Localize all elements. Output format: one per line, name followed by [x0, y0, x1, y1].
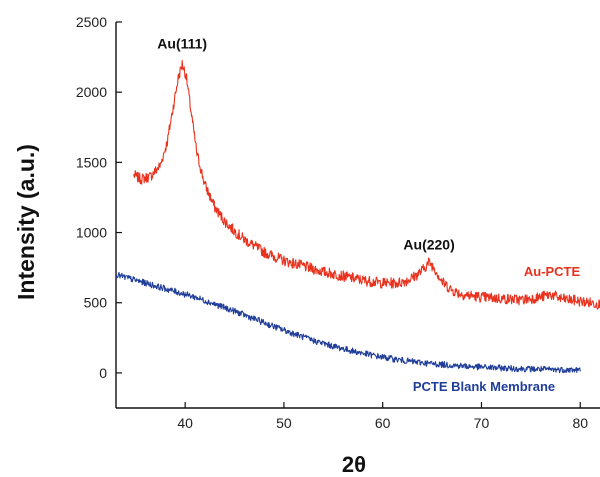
ticks-layer: 0 500 1000 1500 2000 2500 40 50 60 70 80 — [76, 14, 588, 431]
y-tick-label-500: 500 — [84, 295, 108, 311]
y-tick-label-2000: 2000 — [76, 84, 107, 100]
series-label-pcte-blank: PCTE Blank Membrane — [413, 379, 555, 394]
series-label-au-pcte: Au-PCTE — [524, 264, 581, 279]
x-tick-label-80: 80 — [572, 415, 588, 431]
y-tick-label-1500: 1500 — [76, 154, 107, 170]
x-tick-label-60: 60 — [375, 415, 391, 431]
x-axis-title: 2θ — [342, 452, 366, 477]
y-tick-label-0: 0 — [99, 365, 107, 381]
x-tick-label-50: 50 — [276, 415, 292, 431]
annotation-au111: Au(111) — [157, 36, 207, 52]
x-tick-label-70: 70 — [474, 415, 490, 431]
series-line-1 — [115, 271, 581, 374]
series-layer — [115, 60, 600, 374]
y-tick-label-1000: 1000 — [76, 225, 107, 241]
y-tick-label-2500: 2500 — [76, 14, 107, 30]
series-line-0 — [133, 60, 600, 310]
annotation-au220: Au(220) — [403, 236, 454, 252]
y-axis-title: Intensity (a.u.) — [13, 144, 39, 300]
plot-frame — [115, 22, 600, 409]
x-tick-label-40: 40 — [177, 415, 193, 431]
